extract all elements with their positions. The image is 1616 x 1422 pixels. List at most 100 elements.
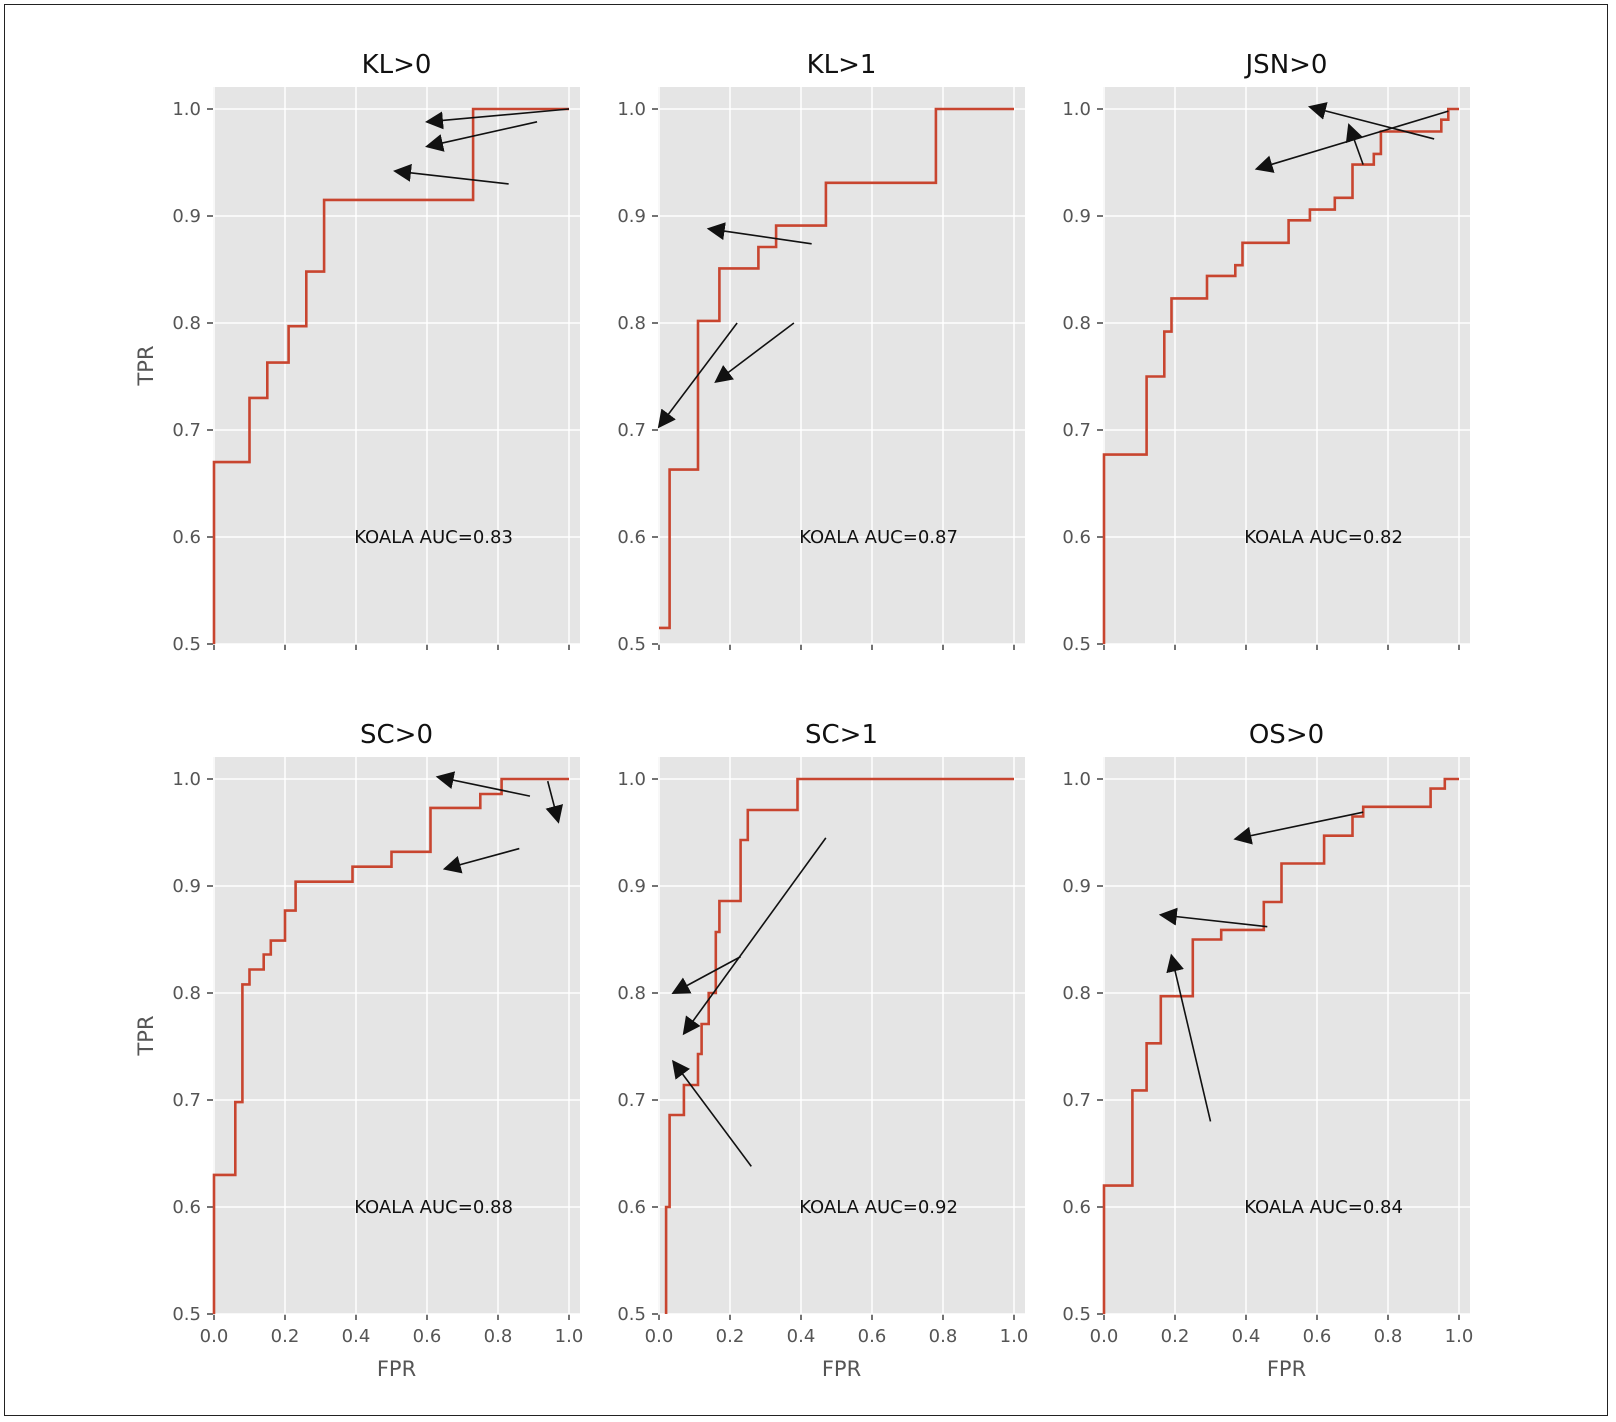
x-tick-label: 1.0 [1000,1326,1029,1347]
x-tick-label: 0.8 [484,1326,513,1347]
y-tick-label: 0.7 [172,420,201,441]
y-tick-label: 0.7 [1062,1090,1091,1111]
y-tick-label: 0.8 [1062,983,1091,1004]
y-tick-label: 0.9 [1062,206,1091,227]
annotation-arrow [1158,907,1268,928]
annotation-arrow [1307,102,1435,140]
x-tick-label: 0.6 [858,1326,887,1347]
y-tick-label: 0.8 [172,313,201,334]
y-tick-label: 0.5 [1062,634,1091,655]
chart-panel-6: 0.0 0.2 0.4 0.6 0.8 1.0 0.5 0.6 0.7 0.8 0.9 1.0 OS>0… [1062,720,1473,1381]
x-tick-label: 1.0 [1445,1326,1474,1347]
chart-title: KL>0 [362,50,432,80]
chart-title: OS>0 [1249,720,1324,750]
annotation-arrow [393,163,509,185]
auc-annotation: KOALA AUC=0.83 [354,527,513,548]
roc-curve [659,107,1014,630]
y-tick-label: 0.9 [172,876,201,897]
annotation-arrow [682,837,827,1036]
annotation-arrow [425,108,570,130]
chart-panel-2: 0.5 0.6 0.7 0.8 0.9 1.0 KL>1 KOALA AUC=0.87 [617,50,1025,655]
annotation-arrow [714,322,795,384]
auc-annotation: KOALA AUC=0.92 [799,1197,958,1218]
y-tick-label: 0.9 [617,206,646,227]
annotation-arrow [657,322,738,429]
annotation-arrow [671,955,742,994]
y-tick-label: 0.5 [172,634,201,655]
x-tick-label: 0.8 [1374,1326,1403,1347]
y-tick-label: 0.5 [617,1304,646,1325]
y-tick-label: 0.6 [617,527,646,548]
y-tick-label: 1.0 [617,99,646,120]
x-tick-label: 0.0 [645,1326,674,1347]
y-tick-label: 0.8 [617,983,646,1004]
y-tick-label: 1.0 [1062,769,1091,790]
figure-border [4,4,1608,1416]
y-tick-label: 0.5 [617,634,646,655]
x-tick-label: 0.6 [1303,1326,1332,1347]
roc-curve [664,777,1014,1314]
y-tick-label: 0.5 [172,1304,201,1325]
y-tick-label: 0.7 [617,1090,646,1111]
roc-curve [212,777,569,1314]
y-tick-label: 0.6 [172,527,201,548]
x-tick-label: 1.0 [555,1326,584,1347]
plot-area [658,87,1025,644]
y-tick-label: 0.8 [617,313,646,334]
y-tick-label: 0.7 [617,420,646,441]
x-axis-label: FPR [1267,1357,1306,1381]
x-tick-label: 0.2 [716,1326,745,1347]
y-tick-label: 0.6 [617,1197,646,1218]
annotation-arrow [545,780,564,824]
x-tick-label: 0.6 [413,1326,442,1347]
annotation-arrow [1233,811,1364,845]
annotation-arrow [1166,953,1212,1122]
auc-annotation: KOALA AUC=0.88 [354,1197,513,1218]
plot-area [658,757,1025,1314]
chart-title: SC>0 [360,720,433,750]
y-tick-label: 0.6 [1062,1197,1091,1218]
annotation-arrow [435,771,531,797]
y-tick-label: 0.7 [1062,420,1091,441]
y-tick-label: 1.0 [172,99,201,120]
chart-title: SC>1 [805,720,878,750]
y-tick-label: 1.0 [1062,99,1091,120]
x-tick-label: 0.2 [271,1326,300,1347]
x-tick-label: 0.4 [1232,1326,1261,1347]
annotation-arrow [1345,123,1364,165]
chart-panel-3: 0.5 0.6 0.7 0.8 0.9 1.0 JSN>0 KOALA AUC=0.82 [1062,50,1470,655]
annotation-arrow [672,1059,752,1167]
chart-panel-1: 0.5 0.6 0.7 0.8 0.9 1.0 KL>0 TPR KOALA AUC=0.83 [134,50,580,655]
chart-title: JSN>0 [1244,50,1328,80]
y-axis-label: TPR [134,1015,158,1056]
roc-curve [212,107,569,644]
y-tick-label: 0.9 [1062,876,1091,897]
auc-annotation: KOALA AUC=0.84 [1244,1197,1403,1218]
y-tick-label: 0.8 [172,983,201,1004]
auc-annotation: KOALA AUC=0.87 [799,527,958,548]
y-tick-label: 1.0 [172,769,201,790]
x-tick-label: 0.2 [1161,1326,1190,1347]
annotation-arrow [442,847,520,874]
roc-curve [1102,107,1459,644]
annotation-arrow [1254,110,1449,173]
y-tick-label: 0.9 [172,206,201,227]
y-tick-label: 0.5 [1062,1304,1091,1325]
annotation-arrow [425,121,538,152]
auc-annotation: KOALA AUC=0.82 [1244,527,1403,548]
x-axis-label: FPR [377,1357,416,1381]
roc-curve [1102,777,1459,1314]
x-tick-label: 0.4 [342,1326,371,1347]
chart-panel-4: 0.0 0.2 0.4 0.6 0.8 1.0 0.5 0.6 0.7 0.8 0.9 1.0 SC>0… [134,720,583,1381]
chart-panel-5: 0.0 0.2 0.4 0.6 0.8 1.0 0.5 0.6 0.7 0.8 0.9 1.0 SC>1… [617,720,1028,1381]
plot-area [213,757,580,1314]
y-tick-label: 0.6 [1062,527,1091,548]
x-tick-label: 0.0 [1090,1326,1119,1347]
x-axis-label: FPR [822,1357,861,1381]
y-tick-label: 0.8 [1062,313,1091,334]
x-tick-label: 0.8 [929,1326,958,1347]
x-tick-label: 0.0 [200,1326,229,1347]
chart-title: KL>1 [807,50,877,80]
